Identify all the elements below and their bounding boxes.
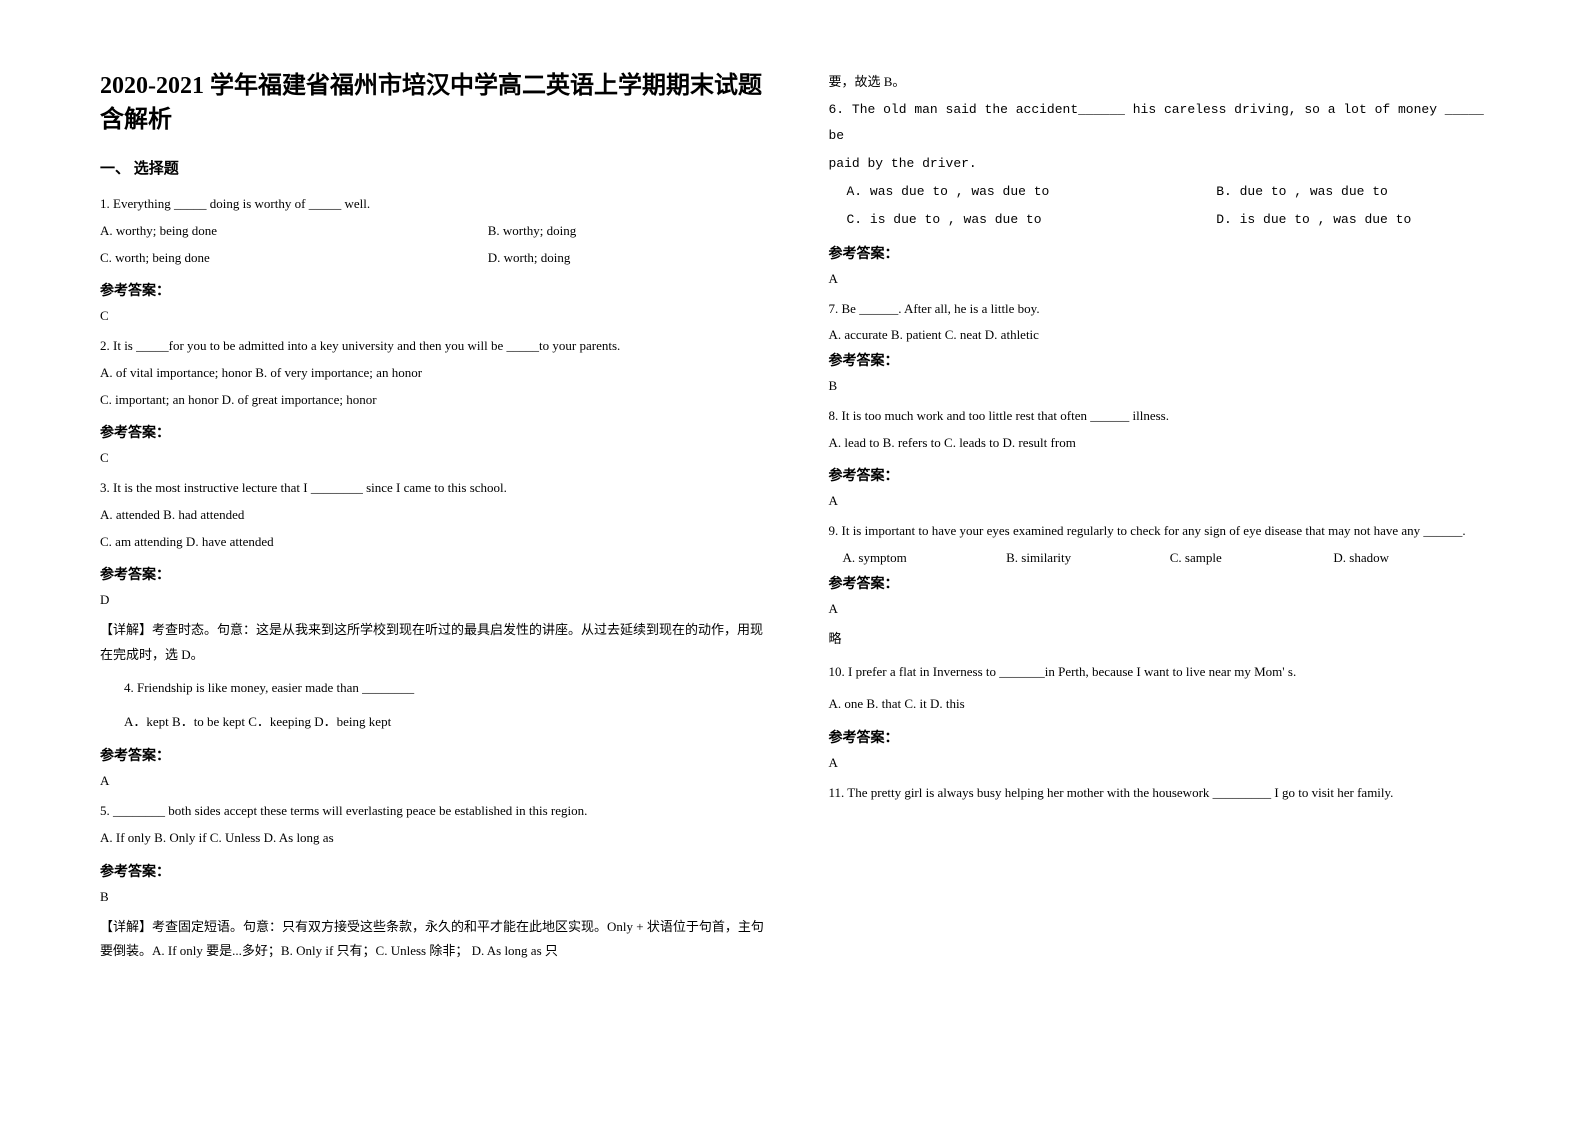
q5-ans: B	[100, 889, 769, 905]
q1-optD: D. worth; doing	[488, 246, 769, 271]
q4-ans-label: 参考答案：	[100, 745, 769, 765]
col2-continuation: 要，故选 B。	[829, 70, 1498, 95]
q2-stem: 2. It is _____for you to be admitted int…	[100, 334, 769, 359]
q3-expl: 【详解】考查时态。句意：这是从我来到这所学校到现在听过的最具启发性的讲座。从过去…	[100, 618, 769, 667]
q10-ans: A	[829, 755, 1498, 771]
q5-stem: 5. ________ both sides accept these term…	[100, 799, 769, 824]
right-column: 要，故选 B。 6. The old man said the accident…	[829, 70, 1498, 1082]
q4-ans: A	[100, 773, 769, 789]
q2-opts-row2: C. important; an honor D. of great impor…	[100, 388, 769, 413]
q2-ans-label: 参考答案：	[100, 422, 769, 442]
q8-ans-label: 参考答案：	[829, 465, 1498, 485]
q5-ans-label: 参考答案：	[100, 861, 769, 881]
q1-optC: C. worth; being done	[100, 246, 488, 271]
q1-ans: C	[100, 308, 769, 324]
q8-opts: A. lead to B. refers to C. leads to D. r…	[829, 431, 1498, 456]
q9-opts: A. symptom B. similarity C. sample D. sh…	[829, 546, 1498, 571]
q6-opts-row2: C. is due to , was due to D. is due to ,…	[829, 207, 1498, 233]
q9-stem: 9. It is important to have your eyes exa…	[829, 519, 1498, 544]
q6-optB: B. due to , was due to	[1216, 179, 1497, 205]
q7-ans-label: 参考答案：	[829, 350, 1498, 370]
q9-optA: A. symptom	[843, 546, 1007, 571]
q5-opts: A. If only B. Only if C. Unless D. As lo…	[100, 826, 769, 851]
q1-ans-label: 参考答案：	[100, 280, 769, 300]
q9-note: 略	[829, 627, 1498, 652]
doc-title: 2020-2021 学年福建省福州市培汉中学高二英语上学期期末试题含解析	[100, 70, 769, 137]
q3-ans-label: 参考答案：	[100, 564, 769, 584]
left-column: 2020-2021 学年福建省福州市培汉中学高二英语上学期期末试题含解析 一、 …	[100, 70, 769, 1082]
q7-stem: 7. Be ______. After all, he is a little …	[829, 297, 1498, 322]
q3-ans: D	[100, 592, 769, 608]
q7-ans: B	[829, 378, 1498, 394]
q11-stem: 11. The pretty girl is always busy helpi…	[829, 781, 1498, 806]
q7-opts: A. accurate B. patient C. neat D. athlet…	[829, 323, 1498, 348]
q10-opts: A. one B. that C. it D. this	[829, 692, 1498, 717]
q6-opts-row1: A. was due to , was due to B. due to , w…	[829, 179, 1498, 205]
q3-opts-row2: C. am attending D. have attended	[100, 530, 769, 555]
q6-stem2: paid by the driver.	[829, 151, 1498, 177]
q3-stem: 3. It is the most instructive lecture th…	[100, 476, 769, 501]
q10-stem: 10. I prefer a flat in Inverness to ____…	[829, 660, 1498, 685]
q8-stem: 8. It is too much work and too little re…	[829, 404, 1498, 429]
q6-ans-label: 参考答案：	[829, 243, 1498, 263]
q6-optC: C. is due to , was due to	[829, 207, 1217, 233]
q6-optA: A. was due to , was due to	[829, 179, 1217, 205]
q5-expl: 【详解】考查固定短语。句意：只有双方接受这些条款，永久的和平才能在此地区实现。O…	[100, 915, 769, 964]
q9-optC: C. sample	[1170, 546, 1334, 571]
q6-stem: 6. The old man said the accident______ h…	[829, 97, 1498, 149]
q1-optA: A. worthy; being done	[100, 219, 488, 244]
q2-ans: C	[100, 450, 769, 466]
q9-ans: A	[829, 601, 1498, 617]
q1-optB: B. worthy; doing	[488, 219, 769, 244]
q1-opts-row1: A. worthy; being done B. worthy; doing	[100, 219, 769, 244]
q1-stem: 1. Everything _____ doing is worthy of _…	[100, 192, 769, 217]
q9-ans-label: 参考答案：	[829, 573, 1498, 593]
q2-opts-row1: A. of vital importance; honor B. of very…	[100, 361, 769, 386]
q9-optB: B. similarity	[1006, 546, 1170, 571]
q6-ans: A	[829, 271, 1498, 287]
q10-ans-label: 参考答案：	[829, 727, 1498, 747]
section-heading: 一、 选择题	[100, 157, 769, 178]
q1-opts-row2: C. worth; being done D. worth; doing	[100, 246, 769, 271]
q4-stem: 4. Friendship is like money, easier made…	[100, 676, 769, 701]
q6-optD: D. is due to , was due to	[1216, 207, 1497, 233]
q8-ans: A	[829, 493, 1498, 509]
q9-optD: D. shadow	[1333, 546, 1497, 571]
q4-opts: A．kept B．to be kept C．keeping D．being ke…	[100, 710, 769, 735]
q3-opts-row1: A. attended B. had attended	[100, 503, 769, 528]
